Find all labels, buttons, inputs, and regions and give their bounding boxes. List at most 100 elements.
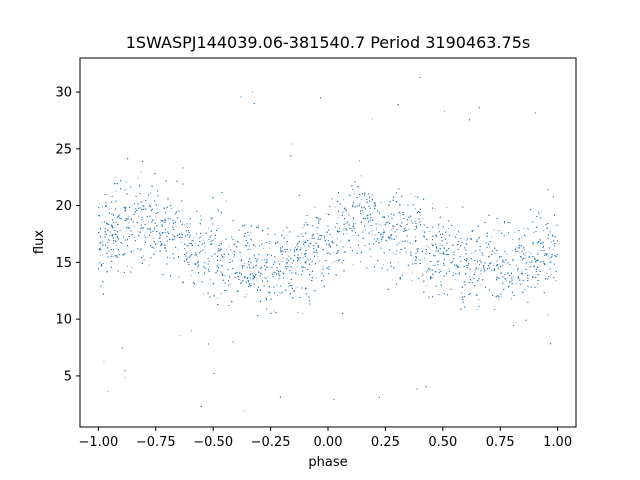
data-point bbox=[147, 221, 150, 223]
data-point bbox=[116, 248, 118, 250]
data-point bbox=[143, 235, 146, 237]
data-point bbox=[427, 270, 429, 272]
data-point bbox=[407, 240, 409, 242]
data-point bbox=[555, 280, 557, 282]
data-point bbox=[514, 231, 516, 233]
data-point bbox=[178, 276, 180, 278]
data-point bbox=[331, 262, 333, 264]
data-point bbox=[101, 253, 103, 255]
data-point bbox=[186, 257, 189, 260]
data-point bbox=[137, 230, 139, 232]
data-point bbox=[382, 263, 385, 265]
data-point bbox=[477, 237, 479, 239]
data-point bbox=[525, 273, 527, 275]
data-point bbox=[261, 259, 263, 261]
data-point bbox=[329, 245, 331, 247]
data-point bbox=[424, 257, 426, 259]
data-point bbox=[336, 238, 338, 240]
data-point bbox=[325, 212, 328, 215]
data-point bbox=[371, 212, 373, 214]
data-point bbox=[143, 244, 146, 246]
data-point bbox=[328, 242, 331, 245]
data-point bbox=[266, 265, 268, 267]
data-point bbox=[523, 288, 526, 290]
data-point bbox=[538, 274, 540, 276]
data-point bbox=[521, 270, 523, 272]
data-point bbox=[236, 290, 238, 292]
data-point bbox=[324, 237, 326, 239]
data-point bbox=[177, 249, 179, 251]
data-point bbox=[282, 260, 284, 262]
data-point bbox=[404, 227, 406, 229]
data-point bbox=[302, 240, 304, 243]
data-point bbox=[525, 257, 527, 259]
data-point bbox=[186, 245, 188, 247]
data-point bbox=[210, 234, 212, 236]
data-point bbox=[417, 247, 419, 249]
data-point bbox=[100, 254, 102, 256]
data-point bbox=[506, 279, 508, 281]
data-point bbox=[421, 259, 423, 261]
data-point bbox=[371, 233, 373, 235]
data-point bbox=[210, 218, 212, 221]
data-point bbox=[432, 277, 434, 279]
data-point bbox=[180, 241, 182, 243]
data-point bbox=[250, 282, 252, 285]
data-point bbox=[374, 234, 376, 236]
data-point bbox=[391, 279, 393, 281]
data-point bbox=[411, 243, 413, 245]
data-point bbox=[214, 237, 216, 239]
data-point bbox=[525, 252, 527, 254]
data-point bbox=[501, 296, 503, 298]
data-point bbox=[269, 247, 271, 249]
data-point bbox=[326, 243, 328, 245]
data-point bbox=[542, 229, 544, 231]
data-point bbox=[427, 246, 429, 248]
data-point bbox=[232, 243, 234, 245]
data-point bbox=[426, 245, 428, 247]
data-point bbox=[280, 293, 282, 295]
data-point bbox=[124, 376, 126, 379]
data-point bbox=[261, 273, 263, 276]
data-point bbox=[397, 261, 399, 264]
data-point bbox=[98, 250, 100, 252]
data-point bbox=[547, 314, 549, 316]
data-point bbox=[550, 241, 553, 243]
data-point bbox=[515, 264, 517, 266]
data-point bbox=[101, 221, 103, 224]
data-point bbox=[107, 390, 109, 392]
data-point bbox=[137, 177, 139, 179]
data-point bbox=[373, 205, 375, 208]
data-point bbox=[527, 228, 529, 230]
data-point bbox=[180, 232, 182, 234]
data-point bbox=[300, 247, 302, 249]
data-point bbox=[474, 272, 476, 274]
data-point bbox=[474, 263, 477, 265]
data-point bbox=[196, 256, 199, 258]
data-point bbox=[140, 171, 142, 173]
data-point bbox=[549, 261, 551, 263]
data-point bbox=[530, 253, 532, 255]
data-point bbox=[414, 221, 416, 223]
data-point bbox=[193, 237, 195, 239]
data-point bbox=[109, 231, 111, 233]
data-point bbox=[218, 263, 220, 265]
data-point bbox=[111, 253, 113, 256]
data-point bbox=[353, 235, 355, 237]
data-point bbox=[488, 246, 491, 248]
data-point bbox=[288, 250, 290, 253]
data-point bbox=[288, 256, 290, 258]
data-point bbox=[478, 299, 480, 301]
data-point bbox=[112, 255, 114, 258]
data-point bbox=[208, 227, 210, 229]
data-point bbox=[272, 276, 274, 278]
data-point bbox=[395, 254, 397, 256]
data-point bbox=[354, 193, 356, 195]
data-point bbox=[492, 264, 494, 266]
data-point bbox=[395, 250, 397, 252]
data-point bbox=[441, 285, 443, 287]
data-point bbox=[490, 236, 493, 238]
data-point bbox=[523, 248, 525, 250]
data-point bbox=[476, 309, 478, 311]
data-point bbox=[155, 216, 157, 218]
